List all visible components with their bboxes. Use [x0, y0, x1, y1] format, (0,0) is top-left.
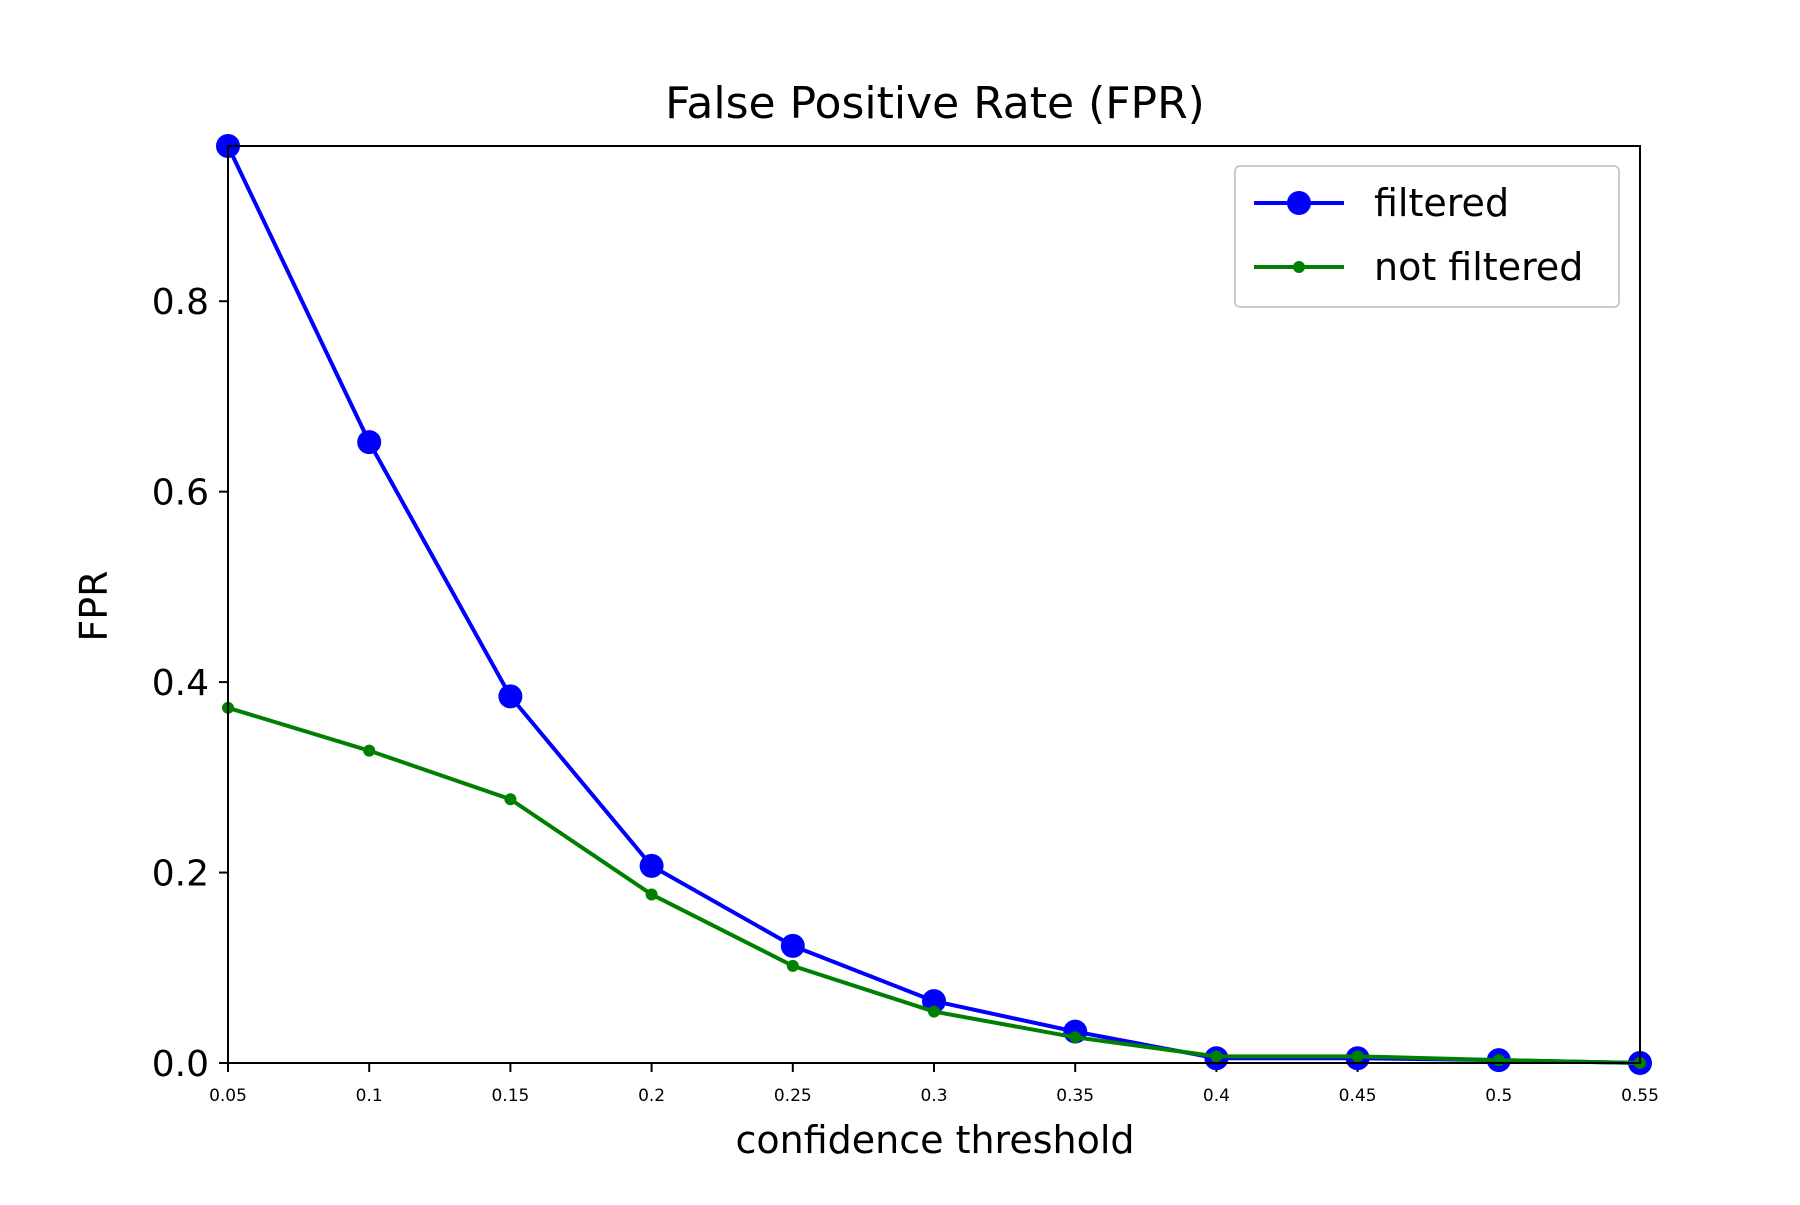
- y-tick-label: 0.8: [152, 282, 209, 323]
- x-tick-label: 0.4: [1203, 1086, 1230, 1106]
- x-tick-label: 0.05: [209, 1086, 247, 1106]
- legend-label-not-filtered: not filtered: [1374, 245, 1583, 289]
- data-point-not-filtered: [504, 793, 517, 806]
- x-tick-label: 0.25: [774, 1086, 812, 1106]
- data-point-filtered: [639, 853, 664, 878]
- data-point-not-filtered: [1351, 1050, 1364, 1063]
- x-axis-ticks: 0.05 0.1 0.15 0.2 0.25 0.3 0.35 0.4 0.45 0.5 0.55: [209, 1063, 1659, 1106]
- x-axis-label: confidence threshold: [735, 1118, 1134, 1162]
- plot-area-frame: [227, 145, 1641, 1064]
- data-point-not-filtered: [645, 888, 658, 901]
- x-tick-label: 0.3: [920, 1086, 947, 1106]
- legend-marker-not-filtered: [1293, 261, 1305, 273]
- y-tick-label: 0.4: [152, 663, 209, 704]
- y-tick-label: 0.2: [152, 854, 209, 895]
- data-point-not-filtered: [1492, 1054, 1505, 1067]
- chart-title: False Positive Rate (FPR): [665, 78, 1205, 129]
- x-tick-label: 0.1: [356, 1086, 383, 1106]
- y-axis-label: FPR: [72, 570, 116, 641]
- y-tick-label: 0.0: [152, 1044, 209, 1085]
- legend-marker-filtered: [1287, 191, 1311, 215]
- data-point-not-filtered: [1069, 1031, 1082, 1044]
- data-point-not-filtered: [1210, 1050, 1223, 1063]
- data-point-filtered: [498, 684, 523, 709]
- x-tick-label: 0.35: [1056, 1086, 1094, 1106]
- x-tick-label: 0.55: [1621, 1086, 1659, 1106]
- y-axis-ticks: 0.0 0.2 0.4 0.6 0.8: [152, 282, 228, 1085]
- x-tick-label: 0.45: [1339, 1086, 1377, 1106]
- x-tick-label: 0.2: [638, 1086, 665, 1106]
- data-point-filtered: [357, 430, 382, 455]
- legend-label-filtered: filtered: [1374, 181, 1509, 225]
- legend-entry-not-filtered: not filtered: [1254, 245, 1583, 289]
- legend-entry-filtered: filtered: [1254, 181, 1509, 225]
- data-point-not-filtered: [363, 744, 376, 757]
- data-point-filtered: [780, 933, 805, 958]
- x-tick-label: 0.5: [1485, 1086, 1512, 1106]
- data-point-not-filtered: [786, 959, 799, 972]
- y-tick-label: 0.6: [152, 473, 209, 514]
- data-point-not-filtered: [928, 1005, 940, 1018]
- x-tick-label: 0.15: [491, 1086, 529, 1106]
- legend: filtered not filtered: [1234, 165, 1620, 308]
- data-point-filtered: [922, 989, 946, 1014]
